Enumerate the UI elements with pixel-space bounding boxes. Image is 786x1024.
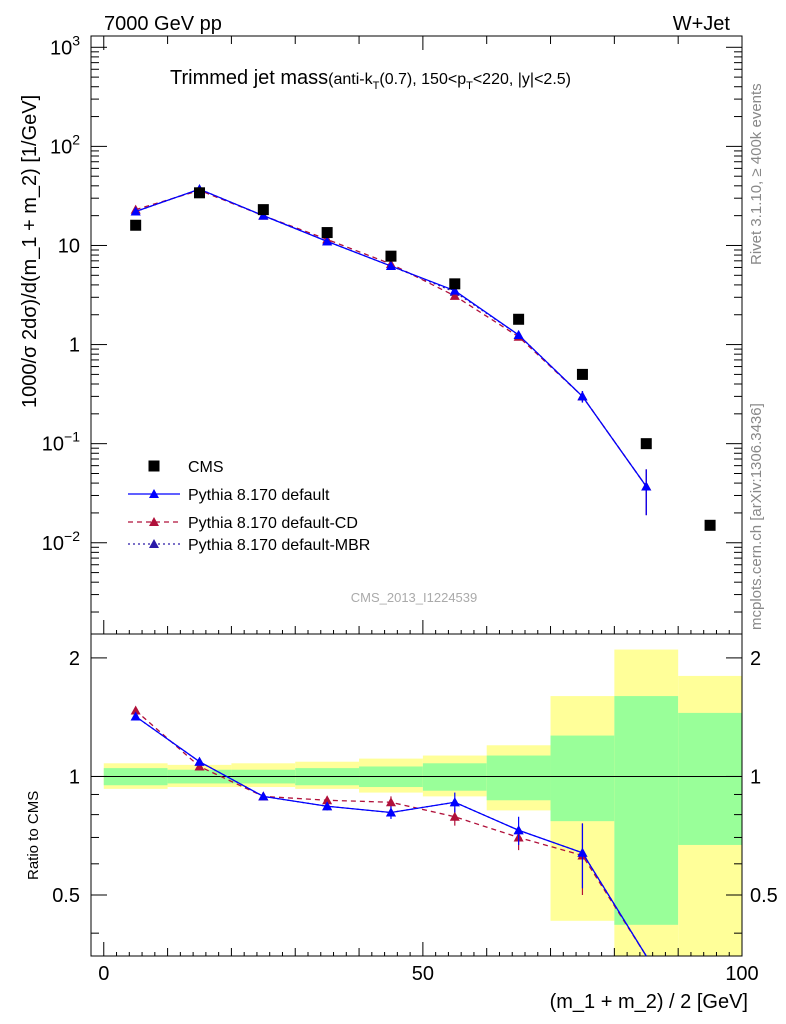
ratio-point-cd xyxy=(449,811,460,821)
data-point-cms xyxy=(130,219,142,231)
plot-title: Trimmed jet mass(anti-kT(0.7), 150<pT<22… xyxy=(170,67,571,92)
legend-label: CMS xyxy=(188,459,224,476)
ratio-point-cd xyxy=(130,705,141,715)
ratio-uncertainty-bands xyxy=(91,649,742,956)
y-tick-label-ratio-right: 2 xyxy=(750,648,761,670)
point-default xyxy=(322,236,333,246)
title-main: Trimmed jet mass xyxy=(170,67,328,89)
ratio-point-default xyxy=(577,847,588,857)
band-inner-bin xyxy=(486,755,551,801)
tick-base: 10 xyxy=(42,434,64,456)
tick-exponent: 3 xyxy=(72,32,80,48)
rivet-label: Rivet 3.1.10, ≥ 400k events xyxy=(748,83,765,265)
ratio-point-default xyxy=(194,756,205,766)
tick-exponent: −2 xyxy=(64,528,80,544)
title-sub: (anti-k xyxy=(328,71,373,88)
y-tick-label-main: 102 xyxy=(50,131,80,158)
series-line-cd xyxy=(135,189,647,487)
tick-base: 10 xyxy=(50,37,72,59)
y-tick-label-ratio: 2 xyxy=(69,648,80,670)
x-tick-label: 50 xyxy=(412,963,434,985)
tick-exponent: 2 xyxy=(72,131,80,147)
mcplots-label: mcplots.cern.ch [arXiv:1306.3436] xyxy=(748,403,765,630)
tick-base: 1 xyxy=(69,335,80,357)
header-right: W+Jet xyxy=(673,13,731,35)
ratio-plot-marks xyxy=(130,705,647,957)
data-point-cms xyxy=(513,313,525,325)
band-inner-bin xyxy=(614,696,679,925)
ratio-point-cd xyxy=(322,795,333,805)
data-point-cms xyxy=(640,438,652,450)
tick-base: 10 xyxy=(58,235,80,257)
title-sub-end: <220, |y|<2.5) xyxy=(473,71,571,88)
data-point-cms xyxy=(576,368,588,380)
legend-marker-cms xyxy=(148,460,160,472)
title-sub-t: T xyxy=(373,80,380,92)
series-line-mbr xyxy=(135,188,647,487)
y-tick-label-main: 10 xyxy=(58,235,80,257)
band-inner-bin xyxy=(422,763,487,791)
legend-label: Pythia 8.170 default xyxy=(188,487,330,504)
y-tick-label-main: 10−1 xyxy=(42,429,80,456)
ratio-point-cd xyxy=(194,761,205,771)
point-default xyxy=(449,285,460,295)
legend-marker-cd xyxy=(149,517,159,526)
band-inner-bin xyxy=(550,735,615,822)
ratio-plot-frame xyxy=(90,633,743,957)
legend-label: Pythia 8.170 default-MBR xyxy=(188,537,370,554)
ratio-point-default xyxy=(449,797,460,807)
point-default xyxy=(258,210,269,220)
main-plot-marks xyxy=(130,184,716,531)
header-left: 7000 GeV pp xyxy=(104,13,222,35)
data-point-cms xyxy=(257,204,269,216)
y-tick-label-ratio: 0.5 xyxy=(52,885,80,907)
y-tick-label-ratio: 1 xyxy=(69,766,80,788)
data-point-cms xyxy=(449,278,461,290)
band-inner-bin xyxy=(678,712,742,845)
analysis-watermark: CMS_2013_I1224539 xyxy=(351,590,478,605)
point-default xyxy=(641,481,652,491)
series-line-default xyxy=(135,188,647,487)
point-default xyxy=(385,261,396,271)
axis-ticks xyxy=(91,36,743,956)
y-tick-label-main: 103 xyxy=(50,32,80,59)
y-tick-label-main: 10−2 xyxy=(42,528,80,555)
legend: CMS Pythia 8.170 default Pythia 8.170 defa… xyxy=(128,459,370,554)
tick-base: 10 xyxy=(50,136,72,158)
legend-marker-default xyxy=(149,489,159,498)
y-axis-label-main: 1000/σ 2dσ)/d(m_1 + m_2) [1/GeV] xyxy=(19,95,41,408)
point-default xyxy=(513,329,524,339)
tick-base: 10 xyxy=(42,533,64,555)
x-tick-label: 100 xyxy=(725,963,758,985)
title-sub-t2: T xyxy=(466,80,473,92)
x-axis-label: (m_1 + m_2) / 2 [GeV] xyxy=(550,991,748,1013)
y-tick-label-main: 1 xyxy=(69,335,80,357)
data-point-cms xyxy=(704,519,716,531)
ratio-point-default xyxy=(258,791,269,801)
y-tick-label-ratio-right: 0.5 xyxy=(750,885,778,907)
point-default xyxy=(577,391,588,401)
legend-label: Pythia 8.170 default-CD xyxy=(188,515,358,532)
y-tick-label-ratio-right: 1 xyxy=(750,766,761,788)
title-sub-rest: (0.7), 150<p xyxy=(379,71,466,88)
legend-marker-mbr xyxy=(149,539,159,548)
point-cd xyxy=(449,290,460,300)
data-point-cms xyxy=(321,227,333,239)
ratio-point-default xyxy=(385,807,396,817)
x-tick-label: 0 xyxy=(98,963,109,985)
data-point-cms xyxy=(194,187,205,199)
ratio-point-cd xyxy=(385,797,396,807)
y-axis-label-ratio: Ratio to CMS xyxy=(25,791,42,880)
ratio-point-default xyxy=(322,801,333,811)
data-point-cms xyxy=(385,250,397,262)
ratio-point-default xyxy=(513,825,524,835)
tick-exponent: −1 xyxy=(64,429,80,445)
point-default xyxy=(130,206,141,216)
ratio-point-default xyxy=(130,711,141,721)
